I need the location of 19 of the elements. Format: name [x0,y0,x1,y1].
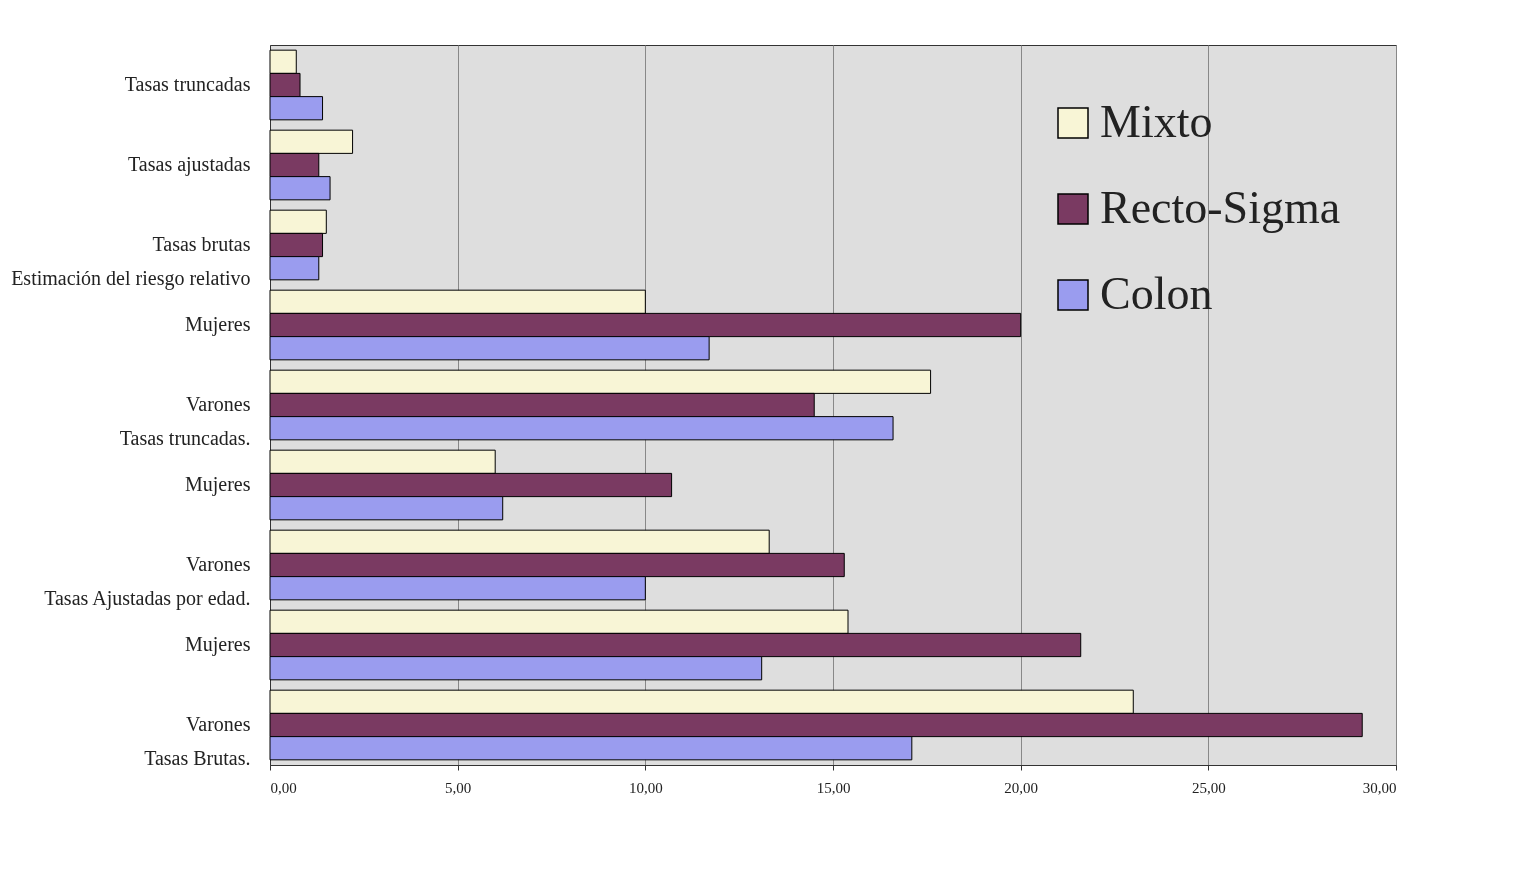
x-tick-label: 15,00 [816,779,851,796]
x-tick-label: 30,00 [1362,779,1397,796]
legend-label: Mixto [1100,96,1213,147]
y-tick-label: Varones Tasas Brutas. [144,713,251,769]
y-tick-label: Mujeres [184,473,251,496]
y-tick-label: Varones Tasas Ajustadas por edad. [44,553,251,610]
y-tick-label: Tasas ajustadas [128,153,251,176]
y-tick-label: Tasas truncadas [124,73,251,95]
y-tick-label: Tasas brutas Estimación del riesgo relativo [11,233,251,290]
y-tick-label: Mujeres [184,633,251,656]
x-tick-label: 20,00 [1004,779,1039,796]
x-tick-label: 25,00 [1191,779,1226,796]
x-tick-label: 5,00 [445,779,472,796]
y-tick-label: Mujeres [184,313,251,336]
x-tick-label: 0,00 [270,779,297,796]
x-tick-label: 10,00 [628,779,663,796]
legend-label: Recto-Sigma [1100,182,1341,233]
legend-label: Colon [1100,268,1213,319]
y-tick-label: Varones Tasas truncadas. [119,393,251,449]
